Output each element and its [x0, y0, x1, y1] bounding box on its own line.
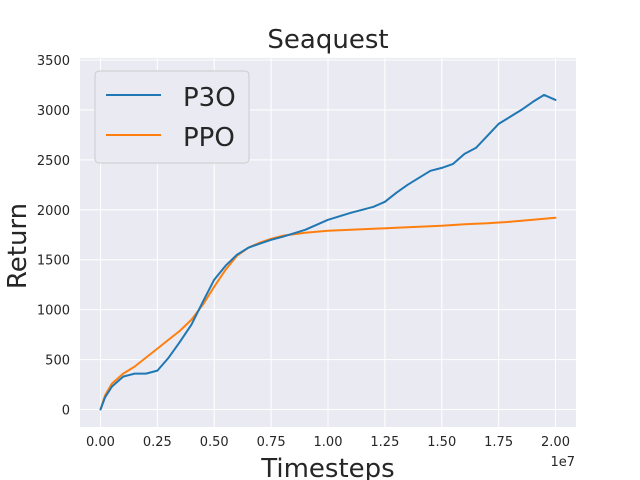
x-tick-label: 0.75: [257, 435, 286, 450]
y-tick-label: 1500: [37, 254, 70, 269]
series-lines: [99, 93, 557, 411]
x-axis-ticks: 0.00 0.25 0.50 0.75 1.00 1.25 1.50 1.75 2.00: [86, 435, 570, 450]
x-tick-label: 2.00: [541, 435, 570, 450]
x-axis-label: Timesteps: [260, 454, 394, 480]
y-tick-label: 2000: [37, 204, 70, 219]
y-tick-label: 500: [45, 354, 70, 369]
x-tick-label: 0.50: [200, 435, 229, 450]
legend: P3O PPO: [94, 70, 250, 164]
y-axis-ticks: 0 500 1000 1500 2000 2500 3000 3500: [37, 54, 70, 419]
legend-label-p3o: P3O: [183, 83, 236, 113]
x-tick-label: 0.00: [86, 435, 115, 450]
series-line-p3o: [99, 93, 557, 411]
x-tick-label: 1.75: [484, 435, 513, 450]
grid-lines: [80, 58, 576, 427]
x-tick-label: 1.25: [370, 435, 399, 450]
y-tick-label: 2500: [37, 154, 70, 169]
x-tick-label: 1.00: [314, 435, 343, 450]
y-tick-label: 1000: [37, 304, 70, 319]
x-axis-offset-label: 1e7: [550, 455, 575, 470]
legend-label-ppo: PPO: [183, 123, 235, 153]
x-tick-label: 0.25: [143, 435, 172, 450]
y-tick-label: 3000: [37, 104, 70, 119]
y-tick-label: 3500: [37, 54, 70, 69]
y-tick-label: 0: [62, 404, 70, 419]
x-tick-label: 1.50: [427, 435, 456, 450]
y-axis-label: Return: [3, 203, 33, 289]
chart-title: Seaquest: [267, 25, 388, 55]
